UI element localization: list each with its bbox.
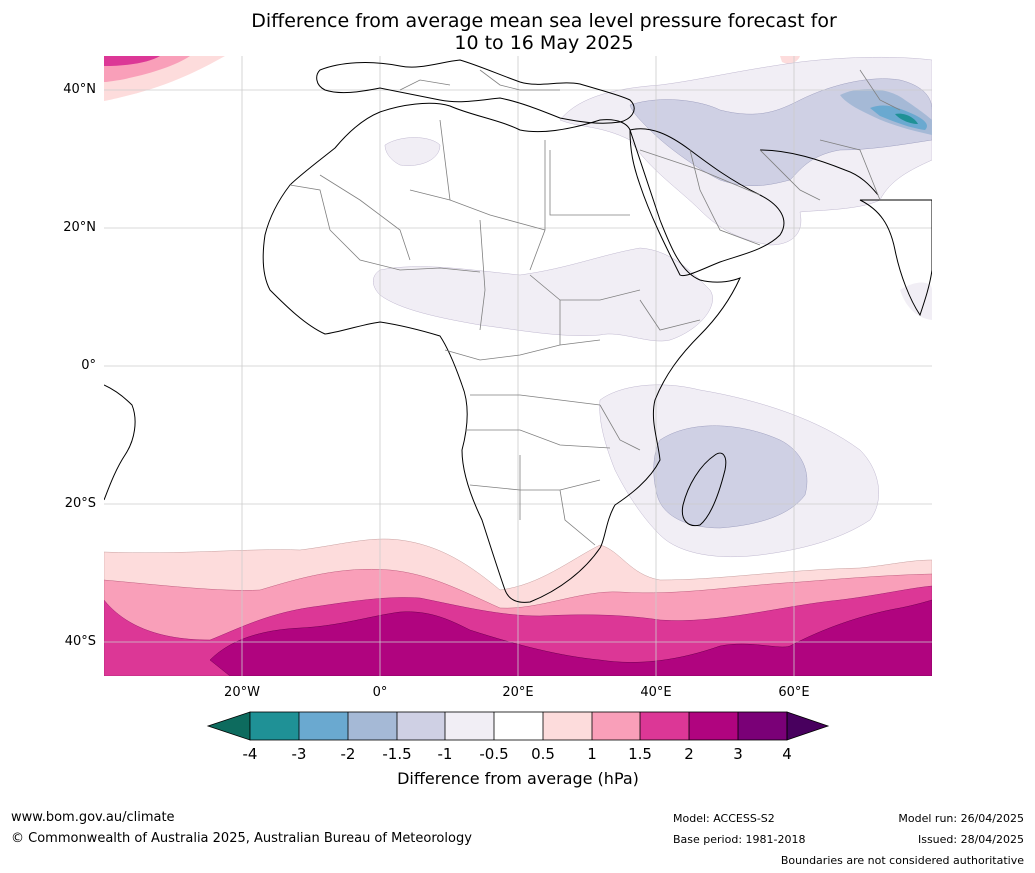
- colorbar-tick: -3: [291, 745, 307, 763]
- colorbar-tick: -4: [242, 745, 258, 763]
- colorbar-tick: 3: [733, 745, 743, 763]
- model-run-text: Model run: 26/04/2025: [898, 812, 1024, 825]
- persia-coastline: [759, 149, 879, 196]
- colorbar-tick: -1: [437, 745, 453, 763]
- anomaly-nw-1.5-2: [104, 56, 160, 66]
- colorbar-tick: -2: [340, 745, 356, 763]
- colorbar-arrow-left-icon: [206, 711, 251, 741]
- colorbar-bin-7: [543, 712, 592, 740]
- issued-text: Issued: 28/04/2025: [917, 833, 1024, 846]
- chart-title: Difference from average mean sea level p…: [104, 10, 984, 54]
- base-period-text: Base period: 1981-2018: [673, 833, 806, 846]
- anomaly-madagascar-minus-1: [653, 425, 808, 529]
- country-borders: [289, 69, 901, 546]
- europe-coastline: [316, 59, 635, 124]
- colorbar-tick: 1: [587, 745, 597, 763]
- colorbar-tick: 0.5: [531, 745, 555, 763]
- lat-label-40s: 40°S: [64, 634, 96, 649]
- anomaly-tibet-minus-2: [870, 105, 927, 130]
- lon-label-0: 0°: [372, 685, 388, 700]
- colorbar-tick: 1.5: [628, 745, 652, 763]
- colorbar-bin-2: [299, 712, 348, 740]
- colorbar-tick: -0.5: [479, 745, 509, 763]
- colorbar-bin-5: [445, 712, 494, 740]
- colorbar-tick: -1.5: [382, 745, 412, 763]
- map-plot-area: [104, 56, 932, 676]
- copyright-text: © Commonwealth of Australia 2025, Austra…: [11, 831, 472, 846]
- lat-label-0: 0°: [81, 358, 96, 373]
- colorbar-bin-11: [738, 712, 787, 740]
- graticule: [104, 56, 932, 676]
- website-link[interactable]: www.bom.gov.au/climate: [11, 810, 175, 825]
- arabia-coastline: [629, 128, 785, 277]
- india-coastline: [859, 199, 932, 317]
- colorbar-bin-4: [397, 712, 445, 740]
- anomaly-band-2-3: [209, 599, 932, 676]
- anomaly-sahara-minus-0.5: [384, 137, 441, 166]
- colorbar-bin-3: [348, 712, 397, 740]
- lon-label-60e: 60°E: [778, 685, 810, 700]
- colorbar-bin-10: [689, 712, 738, 740]
- lat-label-20n: 20°N: [63, 220, 96, 235]
- disclaimer-text: Boundaries are not considered authoritat…: [780, 854, 1024, 867]
- colorbar-tick: 2: [684, 745, 694, 763]
- lat-label-20s: 20°S: [64, 496, 96, 511]
- colorbar: [206, 711, 830, 741]
- colorbar-tick: 4: [782, 745, 792, 763]
- title-line-1: Difference from average mean sea level p…: [251, 10, 837, 32]
- colorbar-bin-9: [640, 712, 689, 740]
- anomaly-ne-0.5-1: [780, 56, 800, 64]
- anomaly-tibet-minus-3: [895, 113, 918, 124]
- coastlines: [104, 59, 932, 603]
- lon-label-20e: 20°E: [502, 685, 534, 700]
- anomaly-sahel-minus-0.5: [373, 247, 713, 342]
- title-line-2: 10 to 16 May 2025: [454, 32, 634, 54]
- lon-label-40e: 40°E: [640, 685, 672, 700]
- south-america-coastline: [104, 384, 136, 501]
- model-text: Model: ACCESS-S2: [673, 812, 775, 825]
- colorbar-bin-6: [494, 712, 543, 740]
- colorbar-arrow-right-icon: [786, 711, 830, 741]
- lon-label-20w: 20°W: [224, 685, 260, 700]
- lat-label-40n: 40°N: [63, 82, 96, 97]
- madagascar-coastline: [681, 452, 727, 527]
- colorbar-label: Difference from average (hPa): [397, 769, 639, 788]
- colorbar-bin-1: [250, 712, 299, 740]
- colorbar-bin-8: [592, 712, 640, 740]
